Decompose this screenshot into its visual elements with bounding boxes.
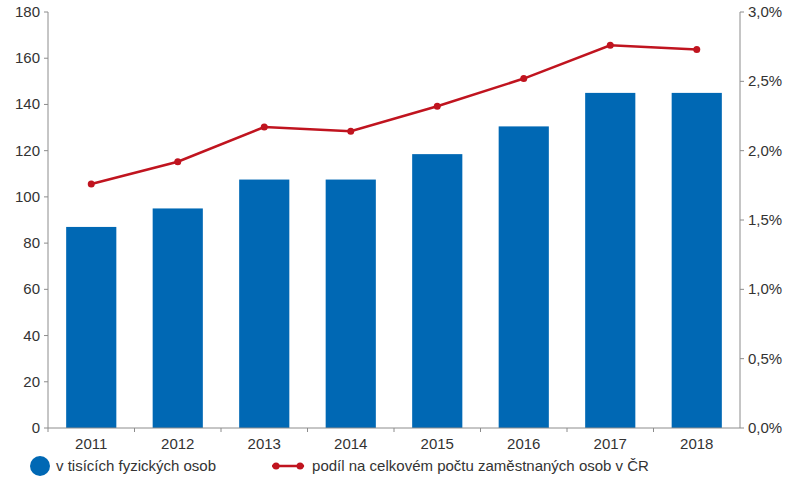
y-tick xyxy=(44,150,48,151)
x-tick xyxy=(567,428,568,432)
x-tick-label: 2017 xyxy=(594,435,627,452)
bar xyxy=(239,180,289,428)
bar xyxy=(499,126,549,428)
x-tick xyxy=(134,428,135,432)
marker xyxy=(347,128,354,135)
y2-tick xyxy=(740,289,744,290)
x-tick xyxy=(480,428,481,432)
legend-marker xyxy=(297,463,304,470)
y2-tick-label: 2,0% xyxy=(748,142,782,159)
bar xyxy=(412,154,462,428)
x-tick-label: 2015 xyxy=(421,435,454,452)
legend: v tisících fyzických osob podíl na celkov… xyxy=(30,456,649,476)
bar xyxy=(66,227,116,428)
y-tick xyxy=(44,243,48,244)
y2-tick-label: 0,5% xyxy=(748,350,782,367)
y2-tick-label: 3,0% xyxy=(748,3,782,20)
y-tick-label: 20 xyxy=(23,373,40,390)
y-tick-label: 80 xyxy=(23,234,40,251)
y-tick xyxy=(44,289,48,290)
y2-tick-label: 0,0% xyxy=(748,419,782,436)
y-tick xyxy=(44,428,48,429)
x-tick-label: 2016 xyxy=(507,435,540,452)
x-tick xyxy=(307,428,308,432)
x-tick xyxy=(394,428,395,432)
y-tick xyxy=(44,381,48,382)
y2-tick xyxy=(740,12,744,13)
legend-label: v tisících fyzických osob xyxy=(56,457,216,474)
marker xyxy=(174,158,181,165)
y-tick xyxy=(44,335,48,336)
legend-swatch xyxy=(30,456,50,476)
y2-tick xyxy=(740,428,744,429)
x-tick xyxy=(653,428,654,432)
y-tick xyxy=(44,104,48,105)
line xyxy=(91,45,697,184)
marker xyxy=(88,180,95,187)
y-tick-label: 0 xyxy=(32,419,40,436)
y-tick-label: 120 xyxy=(15,142,40,159)
x-tick xyxy=(221,428,222,432)
marker xyxy=(434,103,441,110)
x-tick-label: 2013 xyxy=(248,435,281,452)
marker xyxy=(607,42,614,49)
chart: 0 20 40 60 80 100 120 140 160 180 0,0% 0,5% 1,0% 1,5%… xyxy=(0,0,800,494)
marker xyxy=(261,124,268,131)
marker xyxy=(693,46,700,53)
y2-tick-label: 1,0% xyxy=(748,280,782,297)
bar xyxy=(585,93,635,428)
legend-label: podíl na celkovém počtu zaměstnaných oso… xyxy=(312,457,649,474)
y-tick xyxy=(44,196,48,197)
bar xyxy=(672,93,722,428)
y-tick-label: 180 xyxy=(15,3,40,20)
marker xyxy=(520,75,527,82)
y2-tick xyxy=(740,358,744,359)
x-tick xyxy=(48,428,49,432)
bar xyxy=(326,180,376,428)
y-tick-label: 60 xyxy=(23,280,40,297)
y2-tick xyxy=(740,220,744,221)
y-tick-label: 140 xyxy=(15,95,40,112)
y-axis xyxy=(48,12,49,428)
y-tick-label: 160 xyxy=(15,49,40,66)
x-tick-label: 2014 xyxy=(334,435,367,452)
y2-tick-label: 2,5% xyxy=(748,72,782,89)
x-tick-label: 2018 xyxy=(680,435,713,452)
y2-tick xyxy=(740,81,744,82)
y-tick-label: 100 xyxy=(15,188,40,205)
legend-marker xyxy=(273,463,280,470)
y-tick xyxy=(44,12,48,13)
y-tick xyxy=(44,58,48,59)
y-tick-label: 40 xyxy=(23,327,40,344)
bar xyxy=(153,208,203,428)
y2-tick-label: 1,5% xyxy=(748,211,782,228)
x-tick-label: 2012 xyxy=(161,435,194,452)
y2-tick xyxy=(740,150,744,151)
plot-marks xyxy=(66,42,722,428)
x-tick-label: 2011 xyxy=(75,435,107,452)
